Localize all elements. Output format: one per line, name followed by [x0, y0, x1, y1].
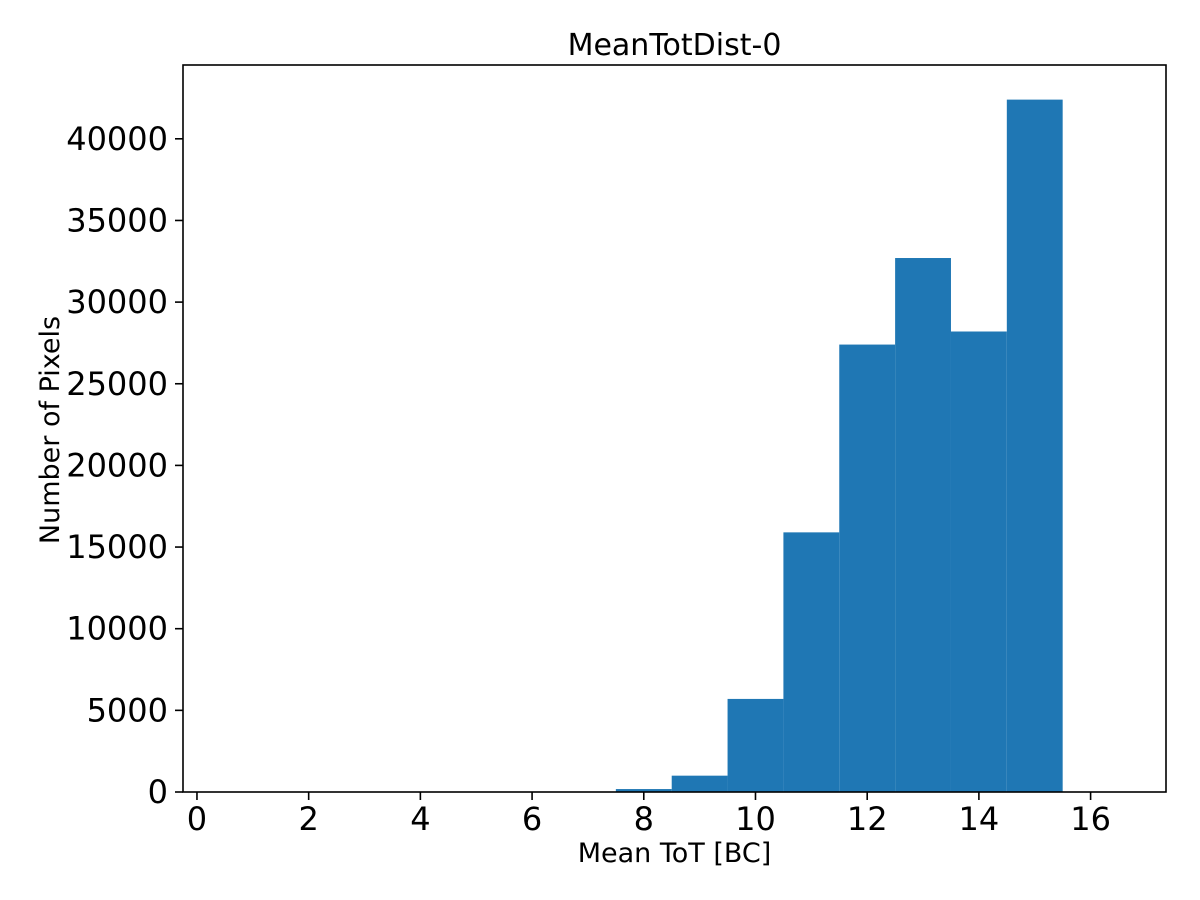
x-tick-label: 6	[522, 800, 542, 838]
histogram-bar	[671, 775, 728, 792]
y-tick-label: 5000	[87, 691, 168, 729]
histogram-bar	[1006, 99, 1063, 793]
histogram-bar	[615, 789, 672, 792]
x-tick-label: 14	[959, 800, 1000, 838]
y-tick-label: 10000	[66, 610, 168, 648]
x-tick-label: 0	[187, 800, 207, 838]
histogram-bar	[727, 698, 784, 792]
plot-area: 0 2 4 6 8 10 12 14 16 0 5000 10000 15000 20000 25000 30…	[66, 64, 1167, 838]
x-tick-label: 8	[634, 800, 654, 838]
y-tick-label: 40000	[66, 120, 168, 158]
histogram-bar	[895, 258, 951, 792]
y-axis-label: Number of Pixels	[35, 316, 66, 544]
y-tick-label: 0	[148, 773, 168, 811]
x-tick-label: 10	[735, 800, 776, 838]
y-tick-label: 25000	[66, 365, 168, 403]
chart-title: MeanTotDist-0	[568, 28, 782, 63]
y-tick-label: 20000	[66, 446, 168, 484]
y-tick-label: 30000	[66, 283, 168, 321]
x-tick-label: 16	[1070, 800, 1111, 838]
histogram-bar	[783, 532, 840, 792]
histogram-bar	[839, 344, 896, 792]
x-tick-label: 4	[410, 800, 430, 838]
y-tick-label: 35000	[66, 201, 168, 239]
x-tick-label: 12	[847, 800, 888, 838]
y-tick-label: 15000	[66, 528, 168, 566]
x-axis-label: Mean ToT [BC]	[578, 838, 772, 869]
histogram-bar	[950, 331, 1007, 792]
plot-border	[182, 64, 1167, 793]
x-tick-label: 2	[298, 800, 318, 838]
